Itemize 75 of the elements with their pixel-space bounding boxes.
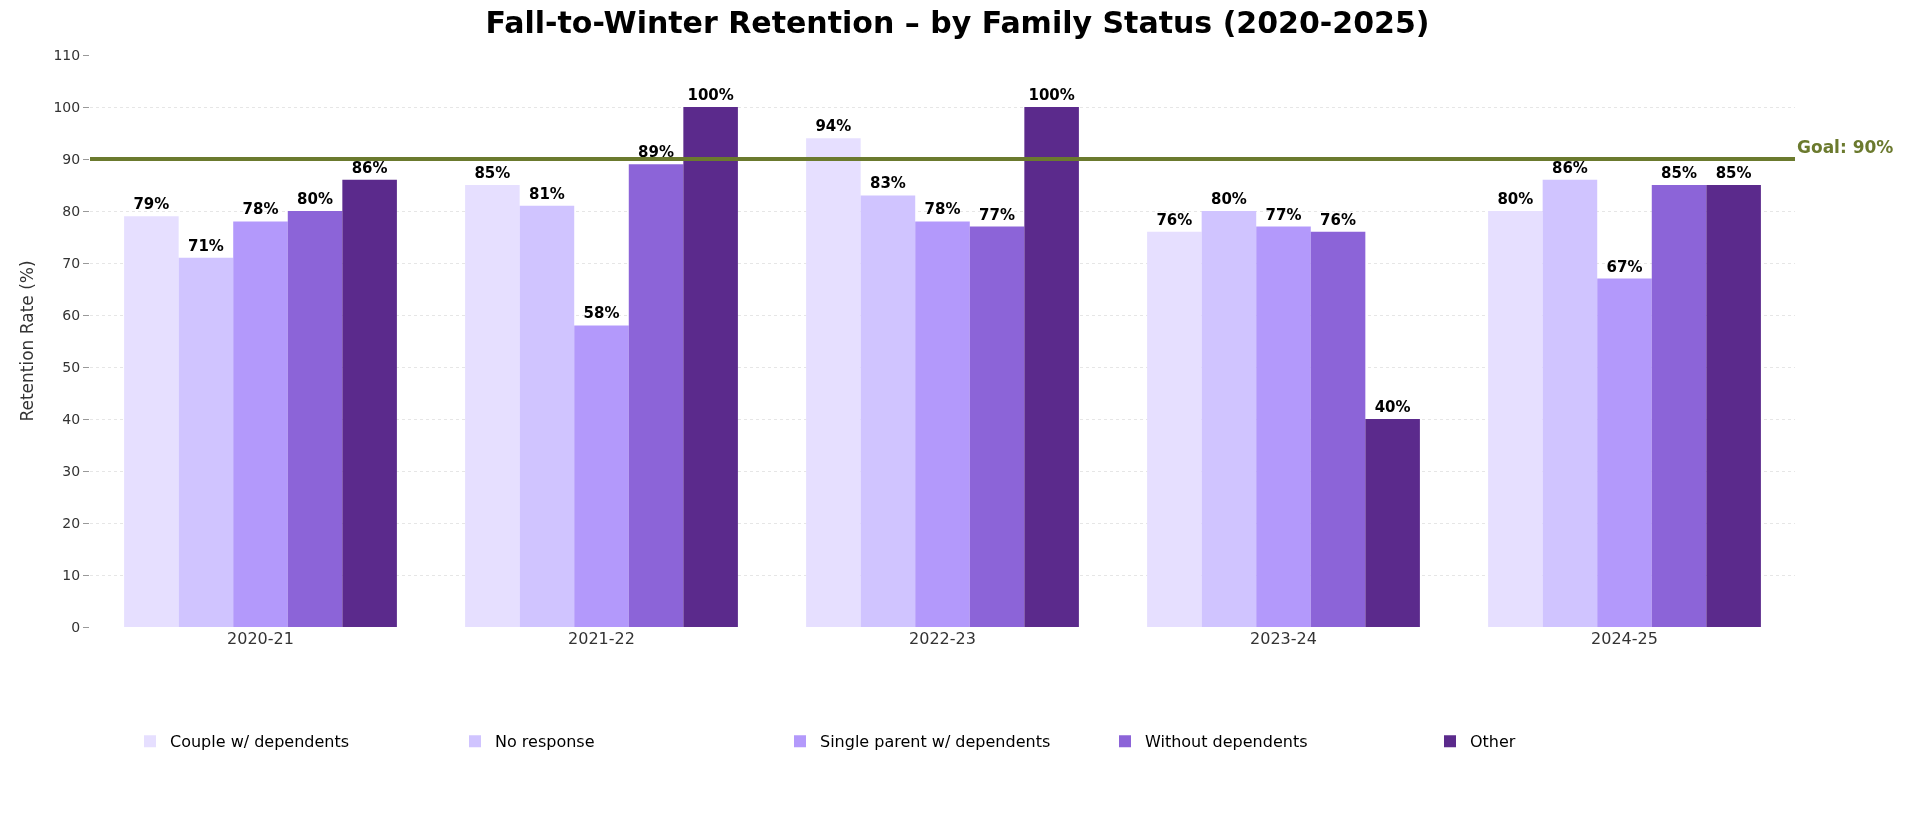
x-tick-label: 2020-21 — [227, 629, 294, 648]
data-label: 81% — [528, 184, 565, 203]
bar — [287, 211, 343, 627]
bar — [806, 138, 861, 627]
y-tick-label: 20 — [62, 514, 81, 531]
y-tick-label: 40 — [62, 410, 81, 427]
data-label: 86% — [1551, 158, 1588, 177]
data-label: 85% — [1715, 164, 1752, 182]
ref-line-label: Goal: 90% — [1797, 137, 1894, 157]
legend-label: Couple w/ dependents — [170, 732, 350, 752]
bar — [1310, 231, 1366, 627]
y-axis-title: Retention Rate (%) — [17, 260, 38, 422]
chart-title: Fall-to-Winter Retention – by Family Status (2020-2025) — [485, 5, 1430, 41]
data-label: 80% — [297, 190, 334, 208]
data-label: 79% — [133, 195, 170, 214]
y-tick-label: 0 — [71, 618, 81, 635]
bar — [1542, 179, 1598, 627]
bar — [1024, 107, 1079, 627]
bar — [683, 107, 738, 627]
data-label: 85% — [1661, 164, 1698, 182]
x-tick-label: 2024-25 — [1591, 629, 1658, 648]
bar — [465, 185, 520, 627]
legend-label: Other — [1470, 732, 1516, 752]
bar — [1365, 419, 1420, 627]
x-tick-label: 2022-23 — [909, 629, 976, 648]
bar — [233, 221, 288, 627]
bar — [574, 325, 629, 627]
data-label: 85% — [474, 164, 511, 182]
bar — [1651, 185, 1707, 627]
x-tick-label: 2023-24 — [1250, 629, 1317, 648]
bar — [860, 195, 916, 627]
bar — [628, 164, 684, 627]
data-label: 71% — [187, 236, 224, 255]
data-label: 100% — [687, 86, 734, 104]
data-label: 77% — [979, 205, 1016, 224]
y-tick-label: 10 — [62, 566, 81, 583]
legend-label: Without dependents — [1145, 732, 1308, 752]
y-tick-label: 110 — [53, 46, 81, 63]
data-label: 89% — [638, 143, 675, 162]
x-tick-label: 2021-22 — [568, 629, 635, 648]
y-tick-label: 90 — [62, 150, 81, 167]
legend-label: Single parent w/ dependents — [820, 732, 1051, 752]
bar — [178, 257, 234, 627]
y-tick-label: 80 — [62, 202, 81, 219]
bar — [342, 179, 397, 627]
legend-label: No response — [495, 732, 595, 752]
y-tick-label: 70 — [62, 254, 81, 271]
bar — [969, 226, 1025, 627]
data-label: 86% — [351, 158, 388, 177]
data-label: 77% — [1265, 205, 1302, 224]
bar — [1201, 211, 1257, 627]
data-label: 67% — [1606, 257, 1643, 276]
bar — [1147, 231, 1202, 627]
bar — [1597, 278, 1652, 627]
data-label: 76% — [1320, 210, 1357, 229]
bar — [519, 205, 575, 627]
bar — [124, 216, 179, 627]
y-tick-label: 60 — [62, 306, 81, 323]
bar — [1256, 226, 1311, 627]
y-tick-label: 100 — [53, 98, 81, 115]
data-label: 58% — [583, 304, 620, 323]
data-label: 80% — [1210, 190, 1247, 208]
data-label: 80% — [1497, 190, 1534, 208]
data-label: 100% — [1028, 86, 1075, 104]
data-label: 78% — [924, 200, 961, 219]
bar — [1488, 211, 1543, 627]
data-label: 83% — [869, 174, 906, 193]
data-label: 78% — [242, 200, 279, 219]
data-label: 40% — [1374, 398, 1411, 416]
data-label: 76% — [1156, 210, 1193, 229]
data-label: 94% — [815, 117, 852, 136]
y-tick-label: 50 — [62, 358, 81, 375]
bar — [915, 221, 970, 627]
y-tick-label: 30 — [62, 462, 81, 479]
bar — [1706, 185, 1761, 627]
